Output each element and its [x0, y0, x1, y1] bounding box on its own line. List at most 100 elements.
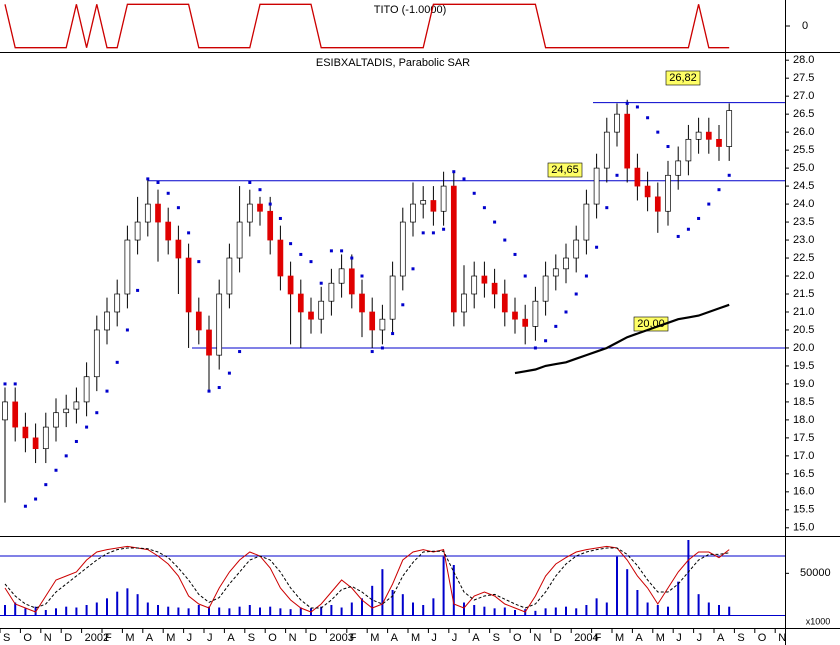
x-tick-label: O: [268, 632, 277, 644]
volume-bar: [340, 607, 343, 615]
volume-bar: [401, 594, 404, 615]
candle-body: [155, 203, 161, 223]
volume-bar: [177, 607, 180, 615]
volume-bar: [718, 605, 720, 615]
x-tick-label: J: [452, 632, 458, 644]
candle-body: [461, 293, 467, 313]
volume-bar: [473, 605, 476, 615]
x-tick-label: J: [187, 632, 193, 644]
level-label-box: [547, 162, 583, 178]
volume-bar: [14, 602, 17, 615]
candle-body: [226, 257, 233, 295]
sar-dot: [666, 145, 670, 149]
x-tick-label: O: [23, 632, 32, 644]
candle-body: [481, 275, 488, 284]
y-tick-label: 23.5: [793, 216, 814, 228]
candle-body: [216, 293, 223, 356]
sar-dot: [421, 231, 425, 235]
volume-bar: [626, 569, 629, 615]
sar-dot: [442, 227, 446, 231]
sar-dot: [217, 386, 221, 390]
y-tick-label: 24.5: [793, 180, 814, 192]
x-tick-label: 2004: [574, 632, 598, 644]
moving-average: [514, 303, 730, 375]
candle-body: [552, 268, 559, 277]
volume-bar: [636, 590, 639, 615]
volume-bar: [432, 598, 435, 615]
sar-dot: [54, 468, 58, 472]
volume-bar: [391, 590, 394, 615]
x-tick-label: A: [472, 632, 480, 644]
x-tick-label: A: [635, 632, 643, 644]
candle-body: [522, 318, 529, 327]
sar-dot: [146, 177, 150, 181]
volume-bar: [95, 602, 98, 615]
x-tick-label: S: [493, 632, 500, 644]
candle-body: [257, 203, 263, 212]
candle-body: [593, 167, 600, 205]
sar-dot: [44, 483, 48, 487]
volume-bar: [707, 602, 710, 615]
volume-bar: [605, 602, 608, 615]
y-tick-label: 25.5: [793, 144, 814, 156]
x-tick-label: A: [717, 632, 725, 644]
x-tick-label: F: [595, 632, 602, 644]
candle-body: [420, 200, 427, 205]
sar-dot: [156, 180, 160, 184]
sar-dot: [299, 252, 303, 256]
candle-body: [308, 311, 314, 320]
sar-dot: [166, 191, 170, 195]
sar-dot: [595, 245, 599, 249]
y-tick-label: 19.0: [793, 378, 814, 390]
candle-body: [654, 196, 661, 212]
candle-body: [318, 300, 325, 320]
y2-tick-label: 50000: [800, 567, 831, 579]
candle-body: [624, 113, 631, 169]
volume-bar: [361, 598, 363, 615]
candle-body: [614, 113, 620, 133]
volume-bar: [187, 608, 190, 615]
volume-bar: [646, 602, 649, 615]
y-tick-label: 15.0: [793, 522, 814, 534]
sar-dot: [707, 202, 711, 206]
candle-body: [399, 221, 406, 277]
sar-dot: [360, 274, 364, 278]
sar-dot: [523, 274, 527, 278]
candle-body: [695, 131, 702, 140]
sar-dot: [258, 188, 262, 192]
sar-dot: [411, 267, 415, 271]
volume-bar: [575, 608, 578, 615]
candle-body: [83, 376, 90, 403]
x-tick-label: F: [105, 632, 112, 644]
x-tick-label: F: [350, 632, 357, 644]
sar-dot: [278, 216, 282, 220]
x-tick-label: D: [309, 632, 317, 644]
sar-dot: [64, 454, 68, 458]
sar-dot: [370, 350, 374, 354]
y-tick-label: 17.0: [793, 450, 814, 462]
x-tick-label: M: [166, 632, 175, 644]
candle-body: [675, 160, 682, 176]
volume-bar: [330, 605, 333, 615]
volume-bar: [248, 605, 251, 615]
y-tick-label: 22.0: [793, 270, 814, 282]
sar-dot: [13, 382, 17, 386]
candle-body: [206, 329, 212, 356]
sar-dot: [207, 389, 211, 393]
sar-dot: [431, 231, 435, 235]
volume-bar: [554, 607, 557, 615]
sar-dot: [452, 170, 456, 174]
candle-body: [644, 185, 651, 198]
candle-body: [665, 174, 671, 212]
candle-body: [440, 185, 447, 212]
x-tick-label: N: [44, 632, 52, 644]
sar-dot: [95, 411, 99, 415]
y-tick-label: 22.5: [793, 252, 814, 264]
candle-body: [42, 426, 49, 450]
y-tick-label: 16.0: [793, 486, 814, 498]
x-tick-label: D: [554, 632, 562, 644]
candle-body: [389, 275, 396, 320]
sar-dot: [125, 328, 129, 332]
volume-bar: [697, 594, 700, 615]
